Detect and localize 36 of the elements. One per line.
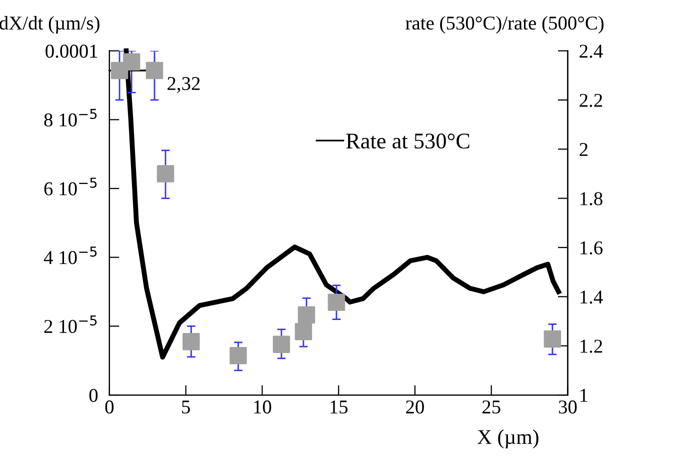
- point: [328, 294, 346, 311]
- x-tick-label: 5: [182, 400, 190, 414]
- y-tick-label: 8 10$^{−5}$: [44, 108, 97, 126]
- y2-tick-label: 1.6: [580, 241, 603, 255]
- y-tick-label: 4 10$^{−5}$: [44, 246, 97, 264]
- y-axis-title: dX/dt (µm/s): [0, 16, 100, 34]
- point: [146, 62, 164, 80]
- point: [156, 165, 174, 182]
- point: [272, 336, 290, 353]
- x-axis-title: X (µm): [477, 429, 538, 448]
- y-tick-label: 6 10$^{−5}$: [44, 178, 97, 196]
- y2-tick-label: 2.4: [580, 44, 603, 58]
- y2-tick-label: 2: [580, 143, 588, 156]
- x-tick-label: 0: [105, 400, 114, 414]
- y2-tick-label: 1.4: [580, 290, 603, 304]
- x-tick-label: 20: [406, 400, 424, 414]
- y2-tick-label: 1.8: [580, 192, 602, 206]
- y2-axis-title: rate (530°C)/rate (500°C): [406, 16, 604, 34]
- point: [230, 347, 247, 364]
- legend-label: Rate at 530°C: [346, 134, 470, 149]
- y-tick-label: 0.0001: [46, 44, 98, 58]
- x-tick-label: 10: [254, 400, 272, 414]
- point: [122, 53, 140, 70]
- point: [544, 330, 562, 348]
- x-tick-label: 30: [558, 400, 577, 414]
- point: [294, 322, 312, 340]
- annotation: 2,32: [168, 77, 200, 93]
- x-tick-label: 25: [482, 400, 500, 414]
- point: [298, 306, 316, 324]
- x-tick-label: 15: [330, 400, 348, 414]
- y2-tick-label: 2.2: [580, 94, 602, 108]
- y2-tick-label: 1: [580, 388, 588, 402]
- point: [182, 333, 200, 350]
- y2-tick-label: 1.2: [580, 340, 602, 353]
- y-tick-label: 0: [89, 388, 98, 402]
- y-tick-label: 2 10$^{−5}$: [44, 315, 97, 334]
